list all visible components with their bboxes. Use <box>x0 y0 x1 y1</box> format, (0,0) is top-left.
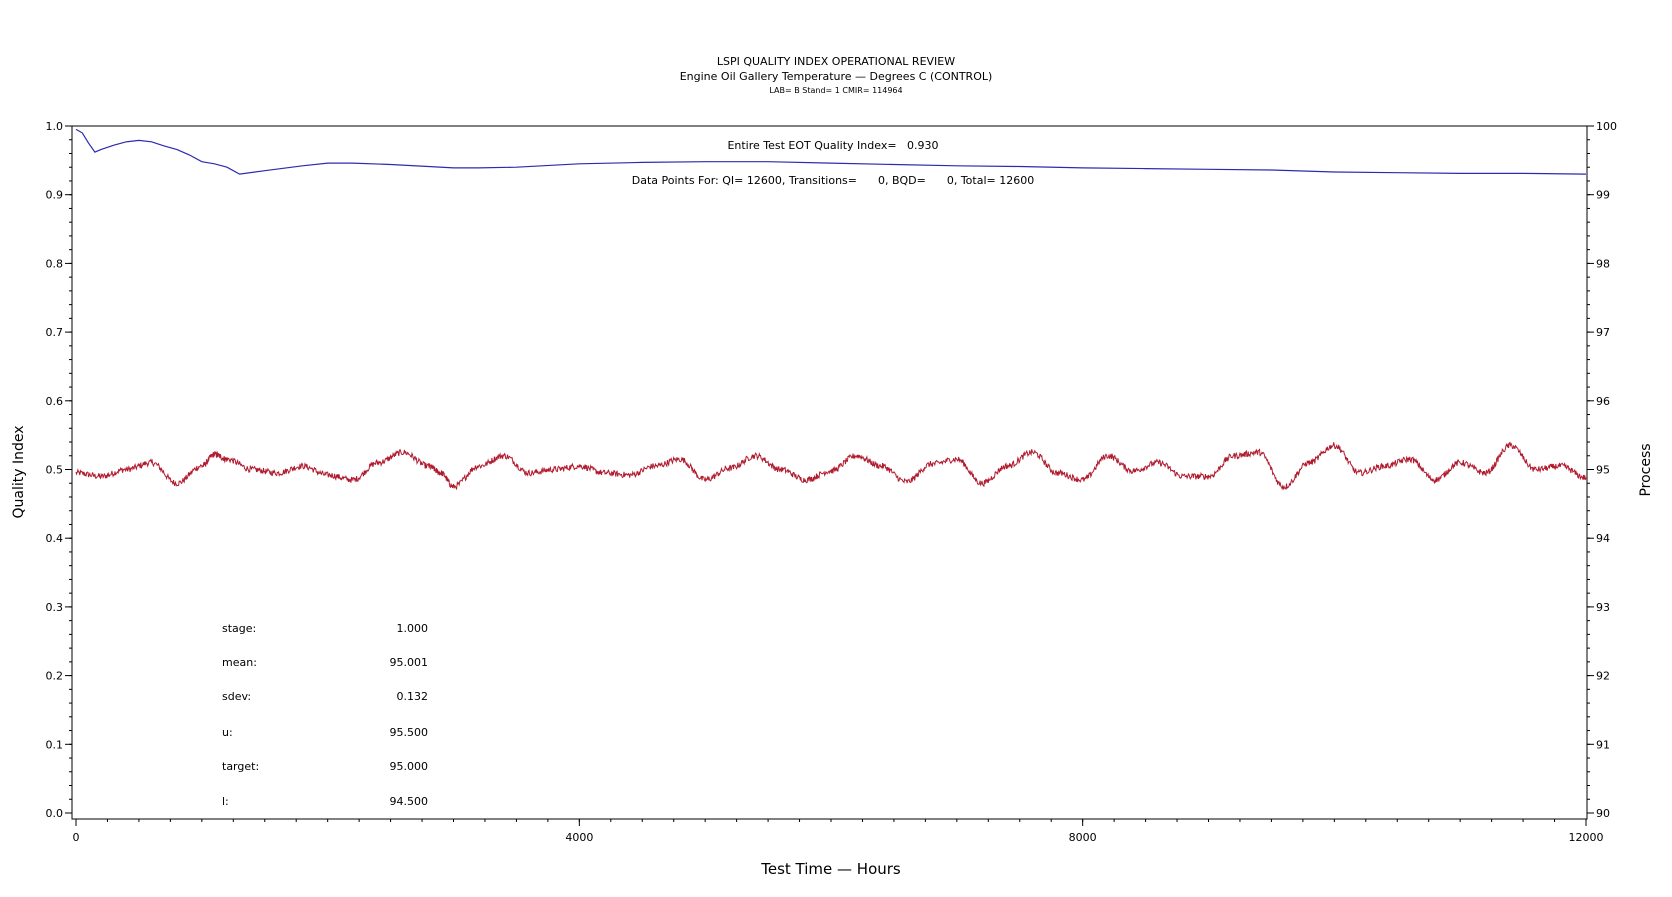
stats-label: mean: <box>222 656 257 669</box>
y-right-tick-label: 91 <box>1596 738 1610 751</box>
stats-value: 1.000 <box>397 622 429 635</box>
chart-title: LSPI QUALITY INDEX OPERATIONAL REVIEW <box>717 55 955 68</box>
y-left-tick-label: 0.5 <box>46 464 64 477</box>
minor-ticks <box>69 125 1590 822</box>
quality-index-annotation: Entire Test EOT Quality Index= 0.930 <box>727 139 938 152</box>
y-axis-left-label: Quality Index <box>11 425 27 518</box>
chart-subtitle: Engine Oil Gallery Temperature — Degrees… <box>680 70 993 83</box>
plot-frame <box>71 125 1588 820</box>
y-left-tick-label: 0.0 <box>46 807 64 820</box>
y-right-tick-label: 96 <box>1596 395 1610 408</box>
y-left-tick-label: 0.2 <box>46 670 64 683</box>
x-tick-label: 0 <box>73 831 80 844</box>
quality-index-series-line <box>75 128 1587 175</box>
chart-subtitle-2: LAB= B Stand= 1 CMIR= 114964 <box>769 86 902 95</box>
x-tick-label: 8000 <box>1069 831 1097 844</box>
y-right-tick-label: 95 <box>1596 464 1610 477</box>
y-right-tick-label: 97 <box>1596 326 1610 339</box>
y-right-tick-label: 93 <box>1596 601 1610 614</box>
x-tick-label: 12000 <box>1569 831 1604 844</box>
y-right-tick-label: 98 <box>1596 257 1610 270</box>
y-left-tick-label: 0.6 <box>46 395 64 408</box>
y-axis-left: 0.0 0.1 0.2 0.3 0.4 0.5 0.6 0.7 0.8 0.9 1.0 <box>46 120 72 820</box>
data-points-annotation: Data Points For: QI= 12600, Transitions=… <box>632 174 1034 187</box>
x-tick-label: 4000 <box>565 831 593 844</box>
stats-value: 95.001 <box>390 656 429 669</box>
x-axis: 0 4000 8000 12000 <box>73 819 1604 844</box>
y-right-tick-label: 94 <box>1596 532 1610 545</box>
stats-table: stage: 1.000 mean: 95.001 sdev: 0.132 u: 95.500… <box>222 622 428 808</box>
process-series-line <box>75 441 1587 491</box>
y-left-tick-label: 0.4 <box>46 532 64 545</box>
y-left-tick-label: 0.1 <box>46 738 64 751</box>
y-right-tick-label: 92 <box>1596 670 1610 683</box>
y-right-tick-label: 100 <box>1596 120 1617 133</box>
stats-value: 0.132 <box>397 690 429 703</box>
stats-label: stage: <box>222 622 256 635</box>
stats-label: l: <box>222 795 229 808</box>
y-left-tick-label: 0.8 <box>46 257 64 270</box>
y-axis-right-label: Process <box>1638 443 1654 496</box>
series-layer <box>75 128 1587 491</box>
stats-value: 94.500 <box>390 795 429 808</box>
y-left-tick-label: 0.3 <box>46 601 64 614</box>
x-axis-label: Test Time — Hours <box>760 860 901 878</box>
y-left-tick-label: 0.7 <box>46 326 64 339</box>
stats-label: u: <box>222 726 233 739</box>
y-left-tick-label: 1.0 <box>46 120 64 133</box>
stats-label: target: <box>222 760 259 773</box>
stats-value: 95.500 <box>390 726 429 739</box>
y-right-tick-label: 90 <box>1596 807 1610 820</box>
y-left-tick-label: 0.9 <box>46 189 64 202</box>
y-axis-right: 90 91 92 93 94 95 96 97 98 99 100 <box>1587 120 1617 820</box>
stats-label: sdev: <box>222 690 251 703</box>
y-right-tick-label: 99 <box>1596 189 1610 202</box>
stats-value: 95.000 <box>390 760 429 773</box>
